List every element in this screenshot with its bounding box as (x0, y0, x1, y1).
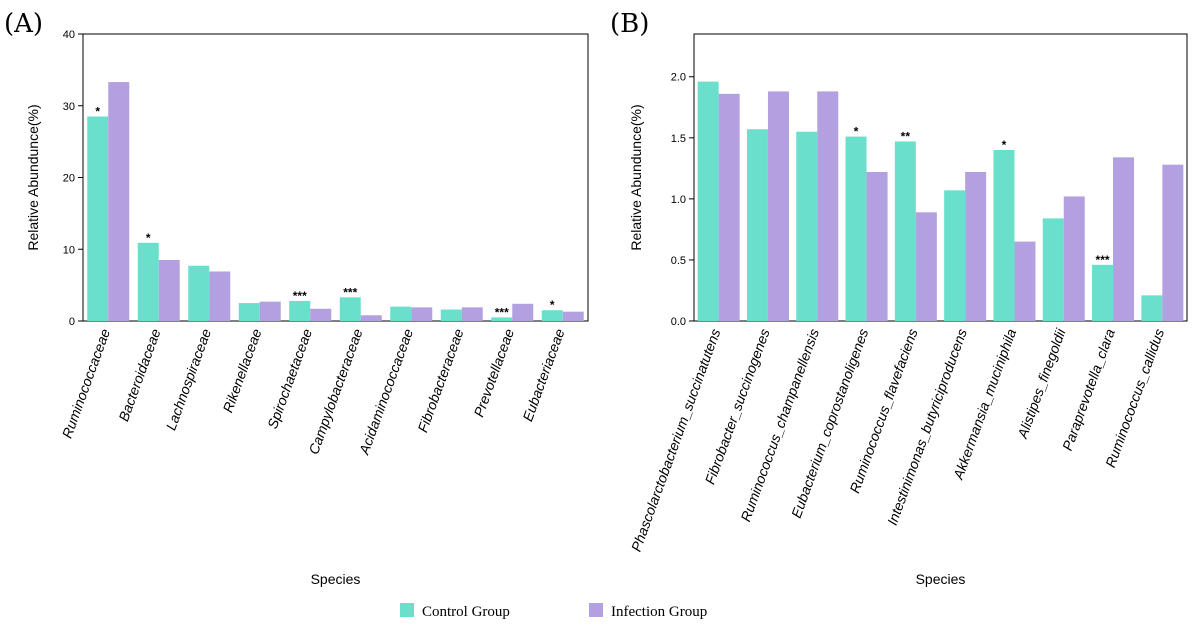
category-label: Prevotellaceae (470, 326, 517, 419)
bar-control (894, 141, 916, 321)
category-label: Phascolarctobacterium_succinatutens (628, 327, 724, 554)
category-label: Rikenellaceae (219, 326, 264, 414)
significance-marker: *** (495, 305, 509, 319)
bar-control (339, 297, 361, 321)
bar-control (238, 303, 260, 321)
bar-infection (965, 172, 987, 321)
category-label: Lachnospiraceae (163, 326, 215, 432)
category-label: Bacteroidaceae (115, 326, 163, 423)
y-tick-label: 0 (69, 316, 75, 328)
y-tick-label: 1.0 (671, 194, 686, 206)
significance-marker: *** (343, 285, 357, 299)
bar-control (87, 116, 109, 321)
y-tick-label: 40 (63, 29, 75, 41)
y-tick-label: 0.0 (671, 316, 686, 328)
chart-panel-b: 0.0 0.5 1.0 1.5 2.0 Relative Abundunce(%) Spec… (628, 33, 1188, 587)
bar-infection (1162, 164, 1184, 321)
bar-control (289, 300, 311, 321)
bar-infection (1063, 196, 1085, 321)
bar-control (541, 310, 563, 321)
category-label: Alistipes_finegoldii (1014, 326, 1069, 441)
y-tick-label: 2.0 (671, 72, 686, 84)
plot-frame (693, 33, 1188, 322)
category-label: Acidaminococcaceae (355, 326, 416, 457)
legend-swatch-control (400, 603, 414, 617)
chart-panel-a: 0 10 20 30 40 Relative Abundunce(%) Species * Ru… (25, 29, 589, 587)
y-axis-title: Relative Abundunce(%) (25, 104, 41, 250)
bar-infection (310, 308, 332, 321)
bar-infection (915, 212, 937, 321)
y-tick-label: 1.5 (671, 133, 686, 145)
bar-control (137, 242, 159, 321)
bar-control (440, 309, 462, 321)
bar-control (188, 265, 210, 321)
bar-infection (1014, 241, 1036, 321)
bar-control (1042, 218, 1064, 321)
significance-marker: *** (1096, 253, 1110, 267)
category-label: Paraprevotella_clara (1059, 326, 1118, 452)
y-tick-label: 0.5 (671, 255, 686, 267)
legend-label-control: Control Group (422, 604, 510, 620)
category-label: Eubacteriaceae (519, 326, 567, 423)
x-axis-title: Species (916, 571, 966, 587)
bar-infection (259, 301, 281, 321)
significance-marker: ** (901, 129, 911, 143)
bar-control (746, 129, 768, 321)
panel-label-a: (A) (4, 9, 43, 39)
category-label: Fibrobacteraceae (414, 326, 466, 434)
bar-infection (360, 315, 382, 321)
category-label: Ruminococcaceae (59, 326, 113, 440)
panel-label-b: (B) (610, 9, 649, 39)
bar-infection (1113, 157, 1135, 321)
y-tick-label: 10 (63, 244, 75, 256)
bar-control (993, 150, 1015, 321)
x-axis-title: Species (311, 571, 361, 587)
bar-infection (718, 93, 740, 321)
legend-swatch-infection (589, 603, 603, 617)
significance-marker: * (854, 125, 859, 139)
y-tick-label: 30 (63, 101, 75, 113)
bar-control (796, 131, 818, 321)
category-label: Spirochaetaceae (264, 326, 315, 430)
bar-infection (866, 172, 888, 321)
bar-control (1092, 264, 1114, 321)
bar-control (697, 81, 719, 321)
bar-infection (209, 271, 231, 321)
bar-infection (461, 307, 483, 321)
bar-infection (411, 307, 433, 321)
significance-marker: * (146, 231, 151, 245)
significance-marker: *** (293, 289, 307, 303)
bar-control (491, 317, 513, 321)
bar-infection (158, 260, 180, 321)
bar-infection (562, 311, 584, 321)
significance-marker: * (550, 298, 555, 312)
significance-marker: * (95, 105, 100, 119)
bar-infection (512, 303, 534, 321)
bar-infection (817, 91, 839, 322)
y-tick-label: 20 (63, 173, 75, 185)
legend-label-infection: Infection Group (611, 604, 707, 620)
bar-infection (767, 91, 789, 322)
bar-infection (108, 82, 130, 321)
bar-control (845, 136, 867, 321)
significance-marker: * (1002, 138, 1007, 152)
category-label: Campylobacteraceae (305, 326, 365, 456)
bar-control (944, 190, 966, 321)
y-axis-title: Relative Abundunce(%) (628, 104, 644, 250)
bar-control (390, 306, 412, 321)
legend: Control Group Infection Group (400, 603, 707, 620)
bar-control (1141, 295, 1163, 321)
